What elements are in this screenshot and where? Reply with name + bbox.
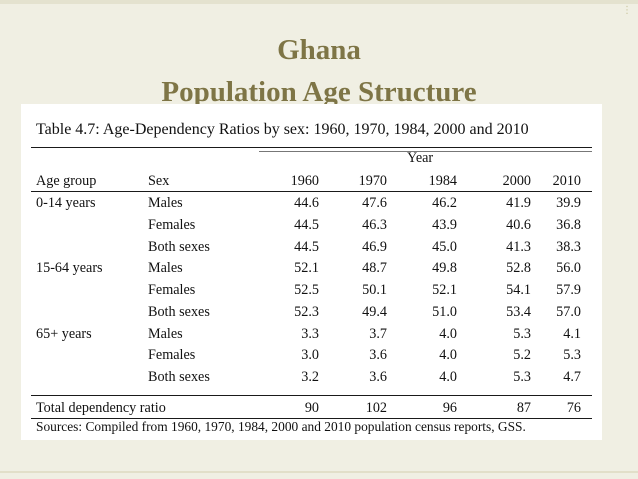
- value-cell: 50.1: [362, 282, 387, 298]
- slide-title: Ghana: [277, 34, 361, 66]
- age-group-cell: 65+ years: [36, 326, 92, 342]
- value-cell: 43.9: [432, 217, 457, 233]
- value-cell: 38.3: [556, 239, 581, 255]
- value-cell: 52.8: [506, 260, 531, 276]
- value-cell: 4.0: [439, 347, 457, 363]
- value-cell: 3.6: [369, 347, 387, 363]
- value-cell: 52.1: [294, 260, 319, 276]
- age-group-cell: 0-14 years: [36, 195, 96, 211]
- header-sex: Sex: [148, 173, 170, 189]
- sex-cell: Females: [148, 347, 196, 363]
- value-cell: 39.9: [556, 195, 581, 211]
- value-cell: 48.7: [362, 260, 387, 276]
- top-border: [0, 0, 638, 4]
- header-rule: [31, 191, 592, 192]
- value-cell: 51.0: [432, 304, 457, 320]
- total-value-cell: 76: [566, 400, 581, 416]
- table-source: Sources: Compiled from 1960, 1970, 1984,…: [36, 419, 526, 434]
- value-cell: 52.5: [294, 282, 319, 298]
- value-cell: 44.6: [294, 195, 319, 211]
- year-rule-top: [259, 151, 592, 152]
- value-cell: 5.2: [513, 347, 531, 363]
- year-header: Year: [407, 150, 434, 166]
- sex-cell: Females: [148, 217, 196, 233]
- sex-cell: Males: [148, 326, 183, 342]
- header-age-group: Age group: [36, 173, 97, 189]
- value-cell: 44.5: [294, 217, 319, 233]
- year-col-1970: 1970: [358, 173, 387, 189]
- total-value-cell: 87: [516, 400, 531, 416]
- value-cell: 3.0: [301, 347, 319, 363]
- total-rule-bottom: [31, 418, 592, 419]
- value-cell: 40.6: [506, 217, 531, 233]
- value-cell: 47.6: [362, 195, 387, 211]
- value-cell: 57.9: [556, 282, 581, 298]
- value-cell: 46.3: [362, 217, 387, 233]
- value-cell: 36.8: [556, 217, 581, 233]
- value-cell: 4.1: [563, 326, 581, 342]
- value-cell: 4.0: [439, 369, 457, 385]
- caption-rule: [31, 147, 592, 148]
- value-cell: 4.0: [439, 326, 457, 342]
- total-rule-top: [31, 395, 592, 396]
- value-cell: 4.7: [563, 369, 581, 385]
- dots-icon: ⋮: [622, 5, 632, 16]
- total-value-cell: 96: [442, 400, 457, 416]
- value-cell: 5.3: [563, 347, 581, 363]
- total-value-cell: 102: [365, 400, 387, 416]
- year-col-1960: 1960: [290, 173, 319, 189]
- year-col-1984: 1984: [428, 173, 457, 189]
- bottom-border: [0, 471, 638, 473]
- value-cell: 5.3: [513, 369, 531, 385]
- value-cell: 5.3: [513, 326, 531, 342]
- value-cell: 41.3: [506, 239, 531, 255]
- sex-cell: Both sexes: [148, 239, 210, 255]
- total-value-cell: 90: [304, 400, 319, 416]
- value-cell: 44.5: [294, 239, 319, 255]
- sex-cell: Both sexes: [148, 369, 210, 385]
- value-cell: 46.9: [362, 239, 387, 255]
- value-cell: 46.2: [432, 195, 457, 211]
- value-cell: 49.8: [432, 260, 457, 276]
- value-cell: 3.7: [369, 326, 387, 342]
- sex-cell: Males: [148, 195, 183, 211]
- value-cell: 3.3: [301, 326, 319, 342]
- value-cell: 52.1: [432, 282, 457, 298]
- value-cell: 57.0: [556, 304, 581, 320]
- value-cell: 49.4: [362, 304, 387, 320]
- value-cell: 3.2: [301, 369, 319, 385]
- value-cell: 54.1: [506, 282, 531, 298]
- sex-cell: Males: [148, 260, 183, 276]
- value-cell: 56.0: [556, 260, 581, 276]
- slide-subtitle: Population Age Structure: [161, 76, 477, 108]
- year-col-2000: 2000: [502, 173, 531, 189]
- total-label: Total dependency ratio: [36, 400, 166, 416]
- table-image: Table 4.7: Age-Dependency Ratios by sex:…: [21, 104, 602, 440]
- sex-cell: Both sexes: [148, 304, 210, 320]
- value-cell: 45.0: [432, 239, 457, 255]
- age-group-cell: 15-64 years: [36, 260, 103, 276]
- year-col-2010: 2010: [552, 173, 581, 189]
- sex-cell: Females: [148, 282, 196, 298]
- value-cell: 41.9: [506, 195, 531, 211]
- table-caption: Table 4.7: Age-Dependency Ratios by sex:…: [36, 121, 529, 138]
- value-cell: 3.6: [369, 369, 387, 385]
- value-cell: 53.4: [506, 304, 531, 320]
- value-cell: 52.3: [294, 304, 319, 320]
